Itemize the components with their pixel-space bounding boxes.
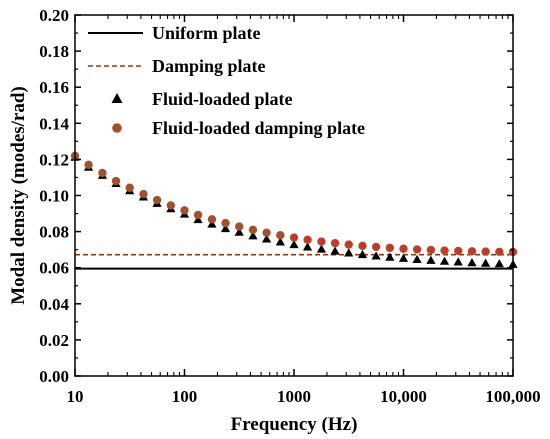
legend-label: Damping plate [152,56,266,76]
fluid-loaded-plate-point [289,239,299,249]
fluid-loaded-plate-point [344,248,354,257]
y-tick-label: 0.14 [39,114,69,133]
x-tick-label: 1000 [277,387,311,406]
y-tick-label: 0.20 [39,6,69,25]
fluid-loaded-damping-plate-point [276,231,285,240]
fluid-loaded-damping-plate-point-highlight [388,244,394,251]
x-tick-label: 10 [67,387,84,406]
fluid-loaded-damping-plate-point-highlight [292,234,298,240]
axes: 0.00 0.02 0.04 0.06 0.08 0.10 0.12 0.14 0.16 0.18… [39,6,540,406]
x-tick-label: 100 [172,387,198,406]
fluid-loaded-damping-plate-point [125,183,134,192]
fluid-loaded-plate-point [234,227,244,236]
legend-label: Fluid-loaded plate [152,89,293,109]
x-axis-title: Frequency (Hz) [231,414,358,435]
fluid-loaded-plate-point [275,237,285,246]
fluid-loaded-plate-point [412,254,422,263]
legend: Uniform plate Damping plate Fluid-loaded p… [88,23,365,138]
y-axis-title: Modal density (modes/rad) [8,86,29,305]
y-tick-label: 0.02 [39,331,69,350]
fluid-loaded-damping-plate-point [207,215,217,224]
x-tick-label: 100,000 [485,387,540,406]
fluid-loaded-plate-point [316,244,327,253]
legend-label: Fluid-loaded damping plate [152,118,365,138]
legend-label: Uniform plate [152,23,260,43]
y-tick-label: 0.04 [39,295,69,314]
y-tick-label: 0.16 [39,78,69,97]
fluid-loaded-damping-plate-point-highlight [305,236,311,243]
fluid-loaded-plate-point [330,246,340,255]
fluid-loaded-damping-plate-point-highlight [401,245,407,252]
fluid-loaded-damping-plate-point-highlight [333,240,339,246]
fluid-loaded-damping-plate-point [84,160,93,170]
fluid-loaded-plate-point [453,257,463,266]
fluid-loaded-damping-plate-point-highlight [319,238,325,244]
fluid-loaded-damping-plate-point-highlight [497,248,503,255]
x-tick-label: 10,000 [380,387,427,406]
legend-swatch-circle [112,123,122,133]
fluid-loaded-damping-plate-point-highlight [374,244,380,250]
fluid-loaded-damping-plate-point-highlight [360,242,366,249]
fluid-loaded-damping-plate-point [152,195,162,205]
fluid-loaded-plate-point [426,255,436,264]
fluid-loaded-damping-plate-point-highlight [483,248,489,254]
y-tick-label: 0.06 [39,259,69,278]
fluid-loaded-plate-point [357,249,368,259]
y-tick-label: 0.18 [39,42,69,61]
fluid-loaded-plate-point [220,223,231,233]
plot-area [70,151,518,270]
legend-swatch-triangle [111,93,123,103]
fluid-loaded-plate-point [385,252,395,261]
fluid-loaded-plate-point [371,251,381,260]
fluid-loaded-plate-point [302,242,313,251]
fluid-loaded-damping-plate-point [111,176,121,186]
fluid-loaded-damping-plate-point [262,228,271,237]
fluid-loaded-plate-point [467,258,477,267]
fluid-loaded-damping-plate-point [98,168,107,178]
legend-item: Damping plate [88,56,266,76]
legend-item: Uniform plate [88,23,260,43]
y-tick-label: 0.00 [39,367,69,386]
legend-item: Fluid-loaded plate [111,89,293,109]
fluid-loaded-damping-plate-point [193,210,203,220]
fluid-loaded-damping-plate-point [248,225,258,234]
y-tick-label: 0.10 [39,187,69,206]
fluid-loaded-plate-point [398,253,409,262]
fluid-loaded-plate-point [248,231,258,240]
fluid-loaded-damping-plate-point-highlight [456,248,462,254]
fluid-loaded-damping-plate-point [166,201,176,210]
fluid-loaded-damping-plate-point-highlight [415,246,421,252]
legend-item: Fluid-loaded damping plate [112,118,365,138]
fluid-loaded-damping-plate-point [180,206,189,215]
fluid-loaded-damping-plate-point [235,222,244,231]
fluid-loaded-damping-plate-point-highlight [346,241,353,247]
fluid-loaded-plate-point [261,234,272,243]
y-tick-label: 0.12 [39,150,69,169]
fluid-loaded-plate-point [439,256,450,265]
fluid-loaded-damping-plate-point-highlight [442,247,448,253]
y-tick-label: 0.08 [39,223,69,242]
fluid-loaded-plate-point [494,259,504,268]
fluid-loaded-damping-plate-point [221,218,230,228]
fluid-loaded-damping-plate-point-highlight [470,248,476,254]
fluid-loaded-damping-plate-point [139,189,148,199]
fluid-loaded-damping-plate-point-highlight [429,247,435,253]
fluid-loaded-plate-point [480,258,491,267]
